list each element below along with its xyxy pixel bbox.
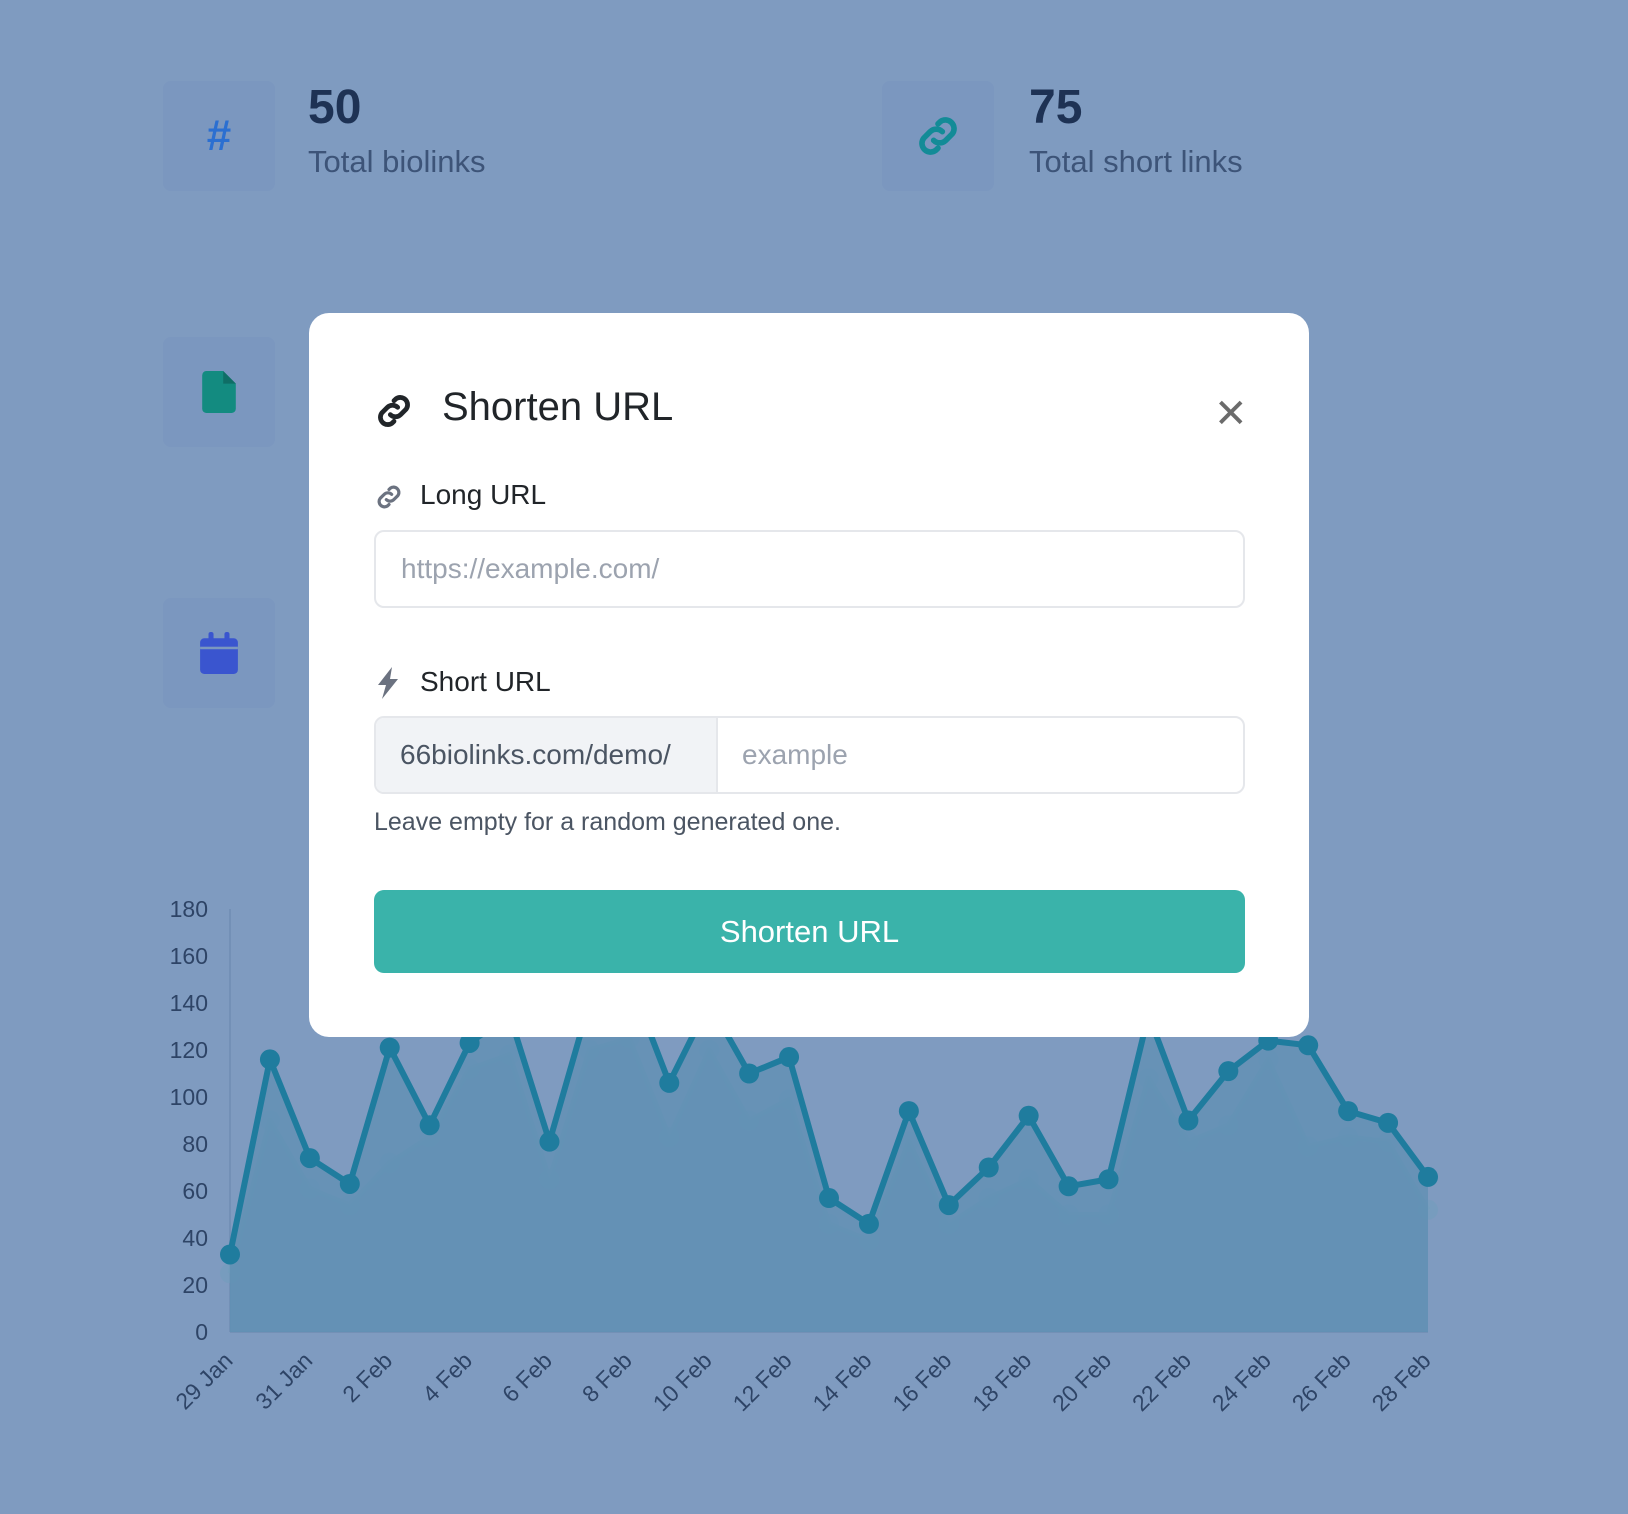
data-point [659, 1072, 680, 1093]
bolt-icon [378, 667, 398, 699]
link-icon [378, 395, 410, 427]
data-point [379, 1037, 400, 1058]
y-tick-label: 100 [170, 1084, 208, 1110]
x-tick-label: 2 Feb [337, 1347, 397, 1407]
data-point [1218, 1061, 1239, 1082]
hash-icon-box: # [163, 81, 275, 191]
x-tick-label: 18 Feb [967, 1347, 1036, 1416]
x-tick-label: 14 Feb [807, 1347, 876, 1416]
x-tick-label: 8 Feb [577, 1347, 637, 1407]
data-point [1338, 1101, 1359, 1122]
link-icon [919, 117, 957, 155]
x-tick-label: 12 Feb [728, 1347, 797, 1416]
series-area [230, 979, 1428, 1332]
long-url-input[interactable]: https://example.com/ [374, 530, 1245, 608]
long-url-label: Long URL [420, 479, 547, 510]
data-point [1058, 1176, 1079, 1197]
x-tick-label: 16 Feb [887, 1347, 956, 1416]
stat-value: 75 [1029, 81, 1083, 134]
stat-label: Total biolinks [308, 144, 486, 179]
short-url-prefix: 66biolinks.com/demo/ [376, 718, 718, 792]
x-tick-label: 4 Feb [417, 1347, 477, 1407]
data-point [539, 1131, 560, 1152]
data-point [459, 1032, 480, 1053]
file-icon-box [163, 337, 275, 447]
y-tick-label: 40 [182, 1225, 208, 1251]
x-tick-label: 24 Feb [1207, 1347, 1276, 1416]
x-tick-label: 20 Feb [1047, 1347, 1116, 1416]
stat-value: 50 [308, 81, 362, 134]
short-url-input-group: 66biolinks.com/demo/ example [374, 716, 1245, 794]
close-button[interactable]: ✕ [1214, 392, 1248, 436]
data-point [819, 1188, 839, 1209]
modal-title: Shorten URL [442, 385, 674, 429]
data-point [1018, 1105, 1039, 1126]
shorten-url-modal: Shorten URL ✕ Long URL https://example.c… [309, 313, 1309, 1037]
data-point [779, 1047, 800, 1068]
y-tick-label: 60 [182, 1178, 208, 1204]
data-point [1378, 1112, 1399, 1133]
y-tick-label: 120 [170, 1037, 208, 1063]
y-tick-label: 80 [182, 1131, 208, 1157]
data-point [299, 1148, 320, 1169]
data-point [858, 1213, 879, 1234]
data-point [1098, 1169, 1119, 1190]
data-point [938, 1195, 959, 1216]
data-point [339, 1173, 360, 1194]
data-point [419, 1115, 440, 1136]
link-icon [377, 485, 401, 509]
short-url-label: Short URL [420, 666, 551, 697]
shorten-url-button[interactable]: Shorten URL [374, 890, 1245, 973]
data-point [978, 1157, 999, 1178]
x-tick-label: 26 Feb [1287, 1347, 1356, 1416]
y-tick-label: 0 [195, 1319, 208, 1345]
x-tick-label: 31 Jan [250, 1347, 317, 1414]
data-point [1418, 1166, 1438, 1187]
short-url-placeholder: example [742, 739, 848, 770]
x-tick-label: 29 Jan [170, 1347, 237, 1414]
data-point [220, 1244, 240, 1265]
x-tick-label: 6 Feb [497, 1347, 557, 1407]
stat-label: Total short links [1029, 144, 1243, 179]
y-tick-label: 180 [170, 896, 208, 922]
y-tick-label: 20 [182, 1272, 208, 1298]
data-point [1178, 1110, 1199, 1131]
x-tick-label: 22 Feb [1127, 1347, 1196, 1416]
y-tick-label: 160 [170, 943, 208, 969]
calendar-icon-box [163, 598, 275, 708]
long-url-placeholder: https://example.com/ [401, 553, 660, 584]
data-point [1298, 1035, 1319, 1056]
data-point [259, 1049, 280, 1070]
link-icon-box [882, 81, 994, 191]
x-tick-label: 10 Feb [648, 1347, 717, 1416]
data-point [739, 1063, 760, 1084]
file-icon [202, 371, 236, 413]
hash-icon: # [206, 111, 232, 160]
x-tick-label: 28 Feb [1367, 1347, 1436, 1416]
short-url-input[interactable]: example [742, 718, 1243, 792]
help-text: Leave empty for a random generated one. [374, 808, 841, 836]
calendar-icon [200, 632, 238, 674]
y-tick-label: 140 [170, 990, 208, 1016]
data-point [898, 1101, 919, 1122]
